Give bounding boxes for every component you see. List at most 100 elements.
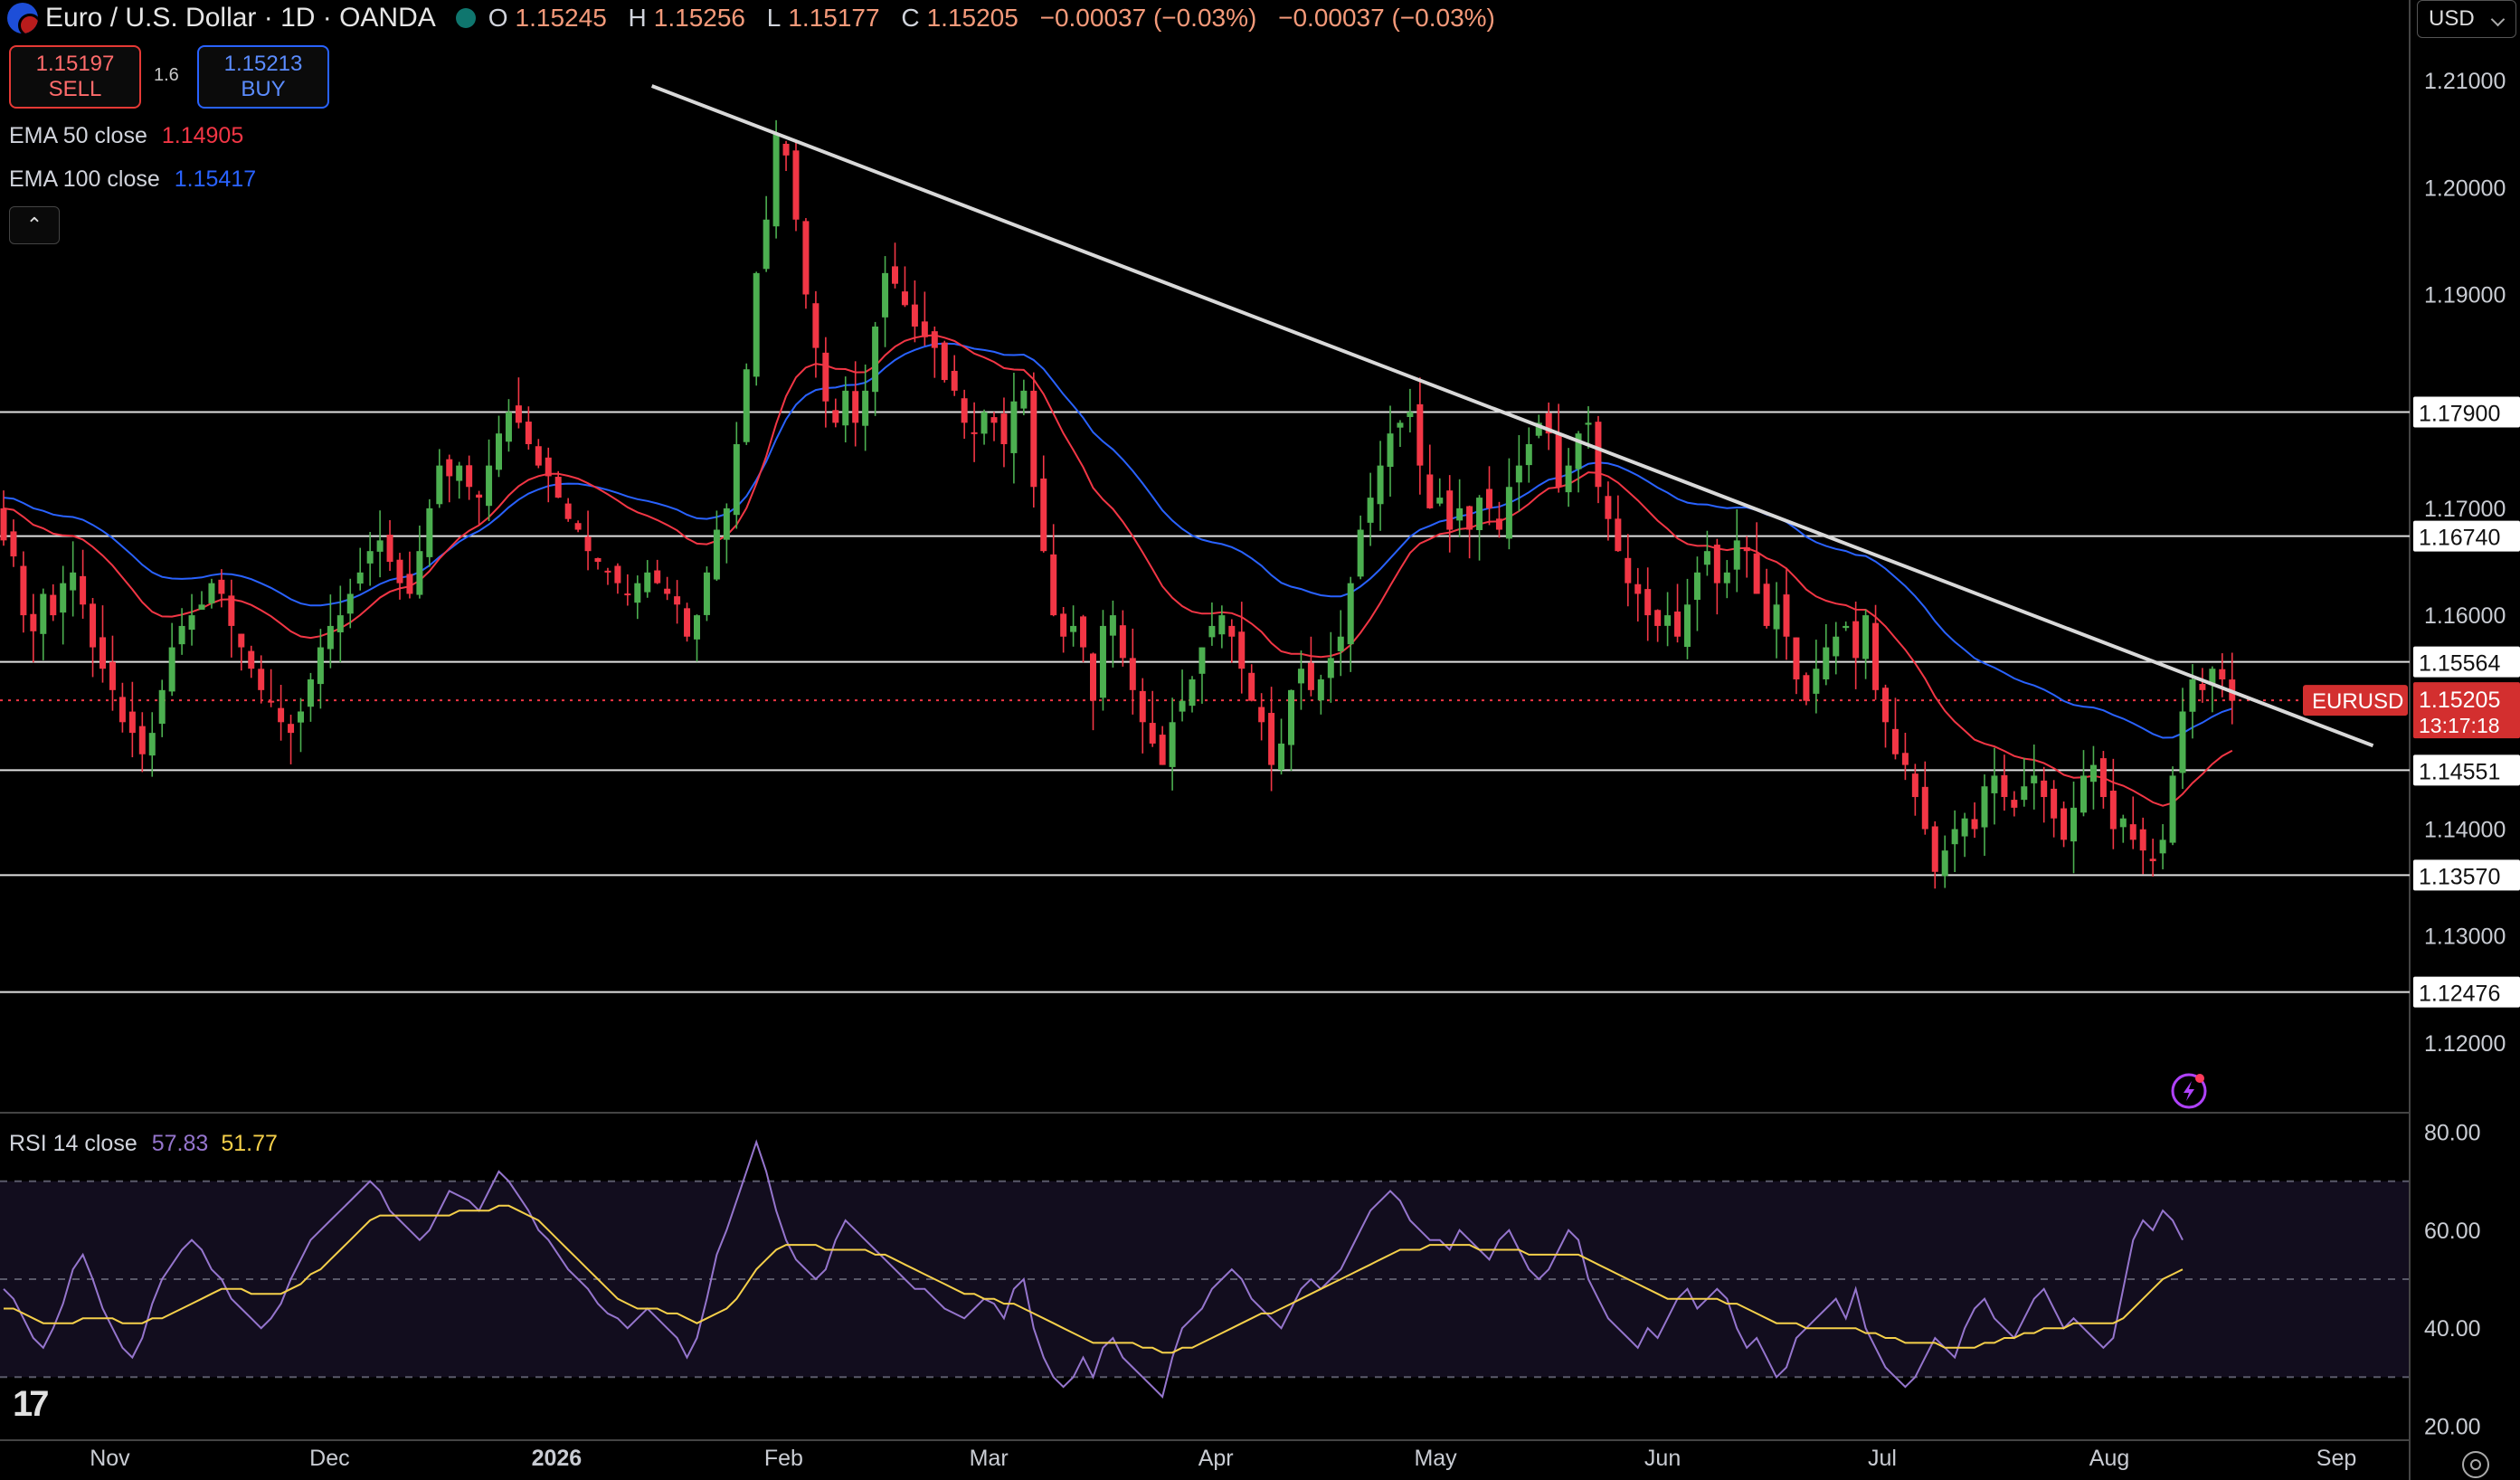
candle-body[interactable]: [554, 477, 562, 498]
candle-body[interactable]: [50, 594, 57, 616]
candle-body[interactable]: [1595, 422, 1602, 488]
candle-body[interactable]: [1693, 572, 1701, 601]
candle-body[interactable]: [594, 557, 602, 562]
candle-body[interactable]: [654, 570, 661, 583]
candle-body[interactable]: [1297, 669, 1304, 684]
candle-body[interactable]: [1060, 613, 1067, 637]
candle-body[interactable]: [2099, 758, 2107, 798]
candle-body[interactable]: [90, 603, 97, 648]
candle-body[interactable]: [882, 272, 889, 318]
candle-body[interactable]: [396, 559, 403, 583]
candle-body[interactable]: [624, 593, 631, 596]
candle-body[interactable]: [346, 593, 354, 614]
legend-rsi[interactable]: RSI 14 close 57.83 51.77: [9, 1131, 278, 1157]
candle-body[interactable]: [1357, 529, 1364, 577]
candle-body[interactable]: [515, 405, 522, 423]
candle-body[interactable]: [2219, 669, 2226, 680]
candle-body[interactable]: [1674, 612, 1682, 637]
currency-select[interactable]: USD: [2417, 0, 2516, 38]
candle-body[interactable]: [1872, 622, 1880, 690]
candle-body[interactable]: [307, 679, 314, 707]
candle-body[interactable]: [198, 604, 205, 610]
candle-body[interactable]: [356, 572, 364, 584]
candle-body[interactable]: [1218, 615, 1226, 635]
candle-body[interactable]: [961, 398, 968, 423]
candle-body[interactable]: [2169, 775, 2176, 843]
candle-body[interactable]: [1555, 432, 1562, 488]
candle-body[interactable]: [723, 508, 730, 540]
candle-body[interactable]: [1307, 662, 1314, 690]
candle-body[interactable]: [1169, 722, 1176, 767]
candle-body[interactable]: [1208, 625, 1216, 638]
candle-body[interactable]: [892, 266, 898, 284]
candle-body[interactable]: [327, 625, 334, 650]
candle-body[interactable]: [426, 508, 433, 557]
candle-body[interactable]: [1090, 653, 1096, 701]
candle-body[interactable]: [188, 615, 195, 631]
candle-body[interactable]: [1793, 637, 1800, 680]
candle-body[interactable]: [436, 465, 443, 505]
candle-body[interactable]: [2159, 840, 2166, 854]
candle-body[interactable]: [1941, 850, 1948, 877]
candle-body[interactable]: [1327, 658, 1334, 678]
candle-body[interactable]: [1139, 690, 1146, 723]
candle-body[interactable]: [604, 570, 611, 573]
candle-body[interactable]: [1783, 594, 1790, 637]
candle-body[interactable]: [228, 595, 235, 626]
candle-body[interactable]: [1426, 474, 1434, 508]
legend-ema100[interactable]: EMA 100 close 1.15417: [9, 166, 256, 193]
candle-body[interactable]: [1179, 700, 1186, 712]
candle-body[interactable]: [1436, 498, 1444, 504]
candle-body[interactable]: [674, 596, 681, 605]
candle-body[interactable]: [80, 575, 87, 605]
lightning-alert-icon[interactable]: [2171, 1073, 2207, 1109]
candle-body[interactable]: [1644, 589, 1652, 616]
candle-body[interactable]: [1723, 572, 1730, 583]
candle-body[interactable]: [1040, 478, 1047, 552]
candle-body[interactable]: [1367, 498, 1374, 523]
candle-body[interactable]: [1416, 403, 1424, 466]
candle-body[interactable]: [684, 608, 691, 637]
candle-body[interactable]: [644, 572, 651, 593]
candle-body[interactable]: [1278, 743, 1285, 771]
candle-body[interactable]: [1000, 413, 1008, 444]
candle-body[interactable]: [446, 459, 453, 477]
candle-body[interactable]: [376, 540, 384, 552]
candle-body[interactable]: [1159, 735, 1166, 765]
candle-body[interactable]: [2061, 808, 2068, 840]
candle-body[interactable]: [1961, 818, 1968, 837]
candle-body[interactable]: [1615, 518, 1622, 552]
candle-body[interactable]: [505, 412, 512, 442]
candle-body[interactable]: [99, 637, 106, 669]
candle-body[interactable]: [10, 531, 17, 557]
candle-body[interactable]: [218, 579, 225, 594]
candle-body[interactable]: [109, 661, 116, 690]
candle-body[interactable]: [812, 303, 819, 348]
candle-body[interactable]: [802, 221, 810, 295]
candle-body[interactable]: [574, 523, 582, 530]
candle-body[interactable]: [60, 583, 67, 613]
candle-body[interactable]: [2129, 824, 2136, 840]
candle-body[interactable]: [1476, 498, 1483, 530]
candle-body[interactable]: [268, 700, 275, 703]
candle-body[interactable]: [1377, 465, 1384, 505]
candle-body[interactable]: [1823, 647, 1830, 679]
candle-body[interactable]: [2080, 775, 2087, 813]
candle-body[interactable]: [288, 724, 295, 734]
candle-body[interactable]: [148, 733, 156, 756]
candle-body[interactable]: [1505, 487, 1512, 539]
candle-body[interactable]: [416, 551, 423, 595]
candle-body[interactable]: [782, 143, 790, 156]
candle-body[interactable]: [456, 465, 463, 481]
candle-body[interactable]: [872, 326, 879, 393]
candle-body[interactable]: [921, 321, 928, 337]
candle-body[interactable]: [1654, 610, 1662, 626]
candle-body[interactable]: [1258, 707, 1265, 723]
candle-body[interactable]: [941, 342, 948, 381]
candle-body[interactable]: [535, 446, 542, 466]
candle-body[interactable]: [852, 391, 859, 423]
candle-body[interactable]: [1466, 506, 1473, 530]
candle-body[interactable]: [138, 726, 146, 754]
candle-body[interactable]: [1238, 631, 1246, 669]
